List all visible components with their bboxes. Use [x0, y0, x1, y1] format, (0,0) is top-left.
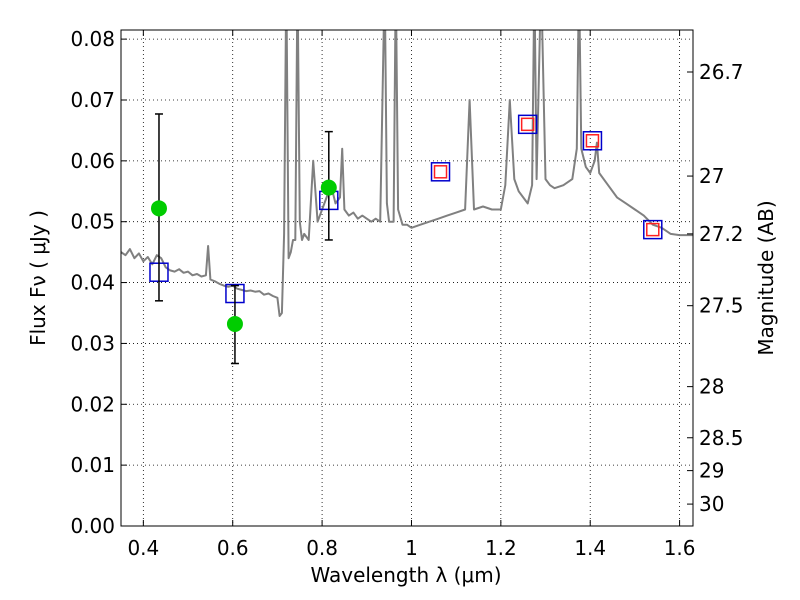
magnitude-tick-label: 26.7	[699, 60, 744, 84]
plot-area	[121, 30, 693, 365]
magnitude-tick-label: 27	[699, 164, 724, 188]
y-tick-label: 0.03	[70, 331, 115, 355]
x-tick-label: 0.8	[306, 536, 338, 560]
observed-flux-point	[226, 315, 243, 332]
y-tick-label: 0.05	[70, 210, 115, 234]
model-photometry-square	[582, 131, 603, 151]
y-axis-title-right: Magnitude (AB)	[754, 200, 778, 355]
model-photometry-square	[517, 114, 538, 135]
x-tick-label: 1.2	[485, 536, 517, 560]
y-tick-label: 0.04	[70, 271, 115, 295]
x-tick-label: 0.4	[127, 536, 159, 560]
magnitude-tick-label: 27.5	[699, 294, 744, 318]
y-tick-label: 0.06	[70, 149, 115, 173]
x-tick-label: 1	[405, 536, 418, 560]
x-axis-title: Wavelength λ (μm)	[310, 563, 501, 587]
x-tick-label: 1.6	[664, 536, 696, 560]
observed-flux-point	[320, 179, 337, 196]
y-tick-label: 0.07	[70, 88, 115, 112]
magnitude-tick-label: 27.2	[699, 222, 744, 246]
magnitude-tick-label: 30	[699, 492, 724, 516]
model-photometry-square	[430, 162, 451, 182]
model-spectrum-line	[121, 30, 693, 317]
y-tick-label: 0.00	[70, 514, 115, 538]
x-tick-label: 0.6	[217, 536, 249, 560]
x-tick-label: 1.4	[574, 536, 606, 560]
y-tick-label: 0.01	[70, 453, 115, 477]
axis-ticks: 0.4 0.6 0.8 1 1.2 1.4 1.6 0.00 0.01 0.02 0.03 0.04 0…	[70, 27, 743, 560]
y-axis-title: Flux Fν ( μJy )	[26, 210, 50, 346]
y-tick-label: 0.08	[70, 27, 115, 51]
model-photometry-inner-square	[585, 134, 600, 148]
magnitude-tick-label: 28.5	[699, 426, 744, 450]
magnitude-tick-label: 29	[699, 459, 724, 483]
y-tick-label: 0.02	[70, 392, 115, 416]
model-photometry-square	[643, 219, 663, 240]
plot-frame	[120, 29, 694, 527]
magnitude-tick-label: 28	[699, 375, 724, 399]
model-photometry-inner-square	[646, 222, 660, 237]
model-photometry-inner-square	[433, 165, 448, 179]
observed-flux-point	[150, 200, 167, 217]
model-photometry-inner-square	[520, 117, 535, 132]
